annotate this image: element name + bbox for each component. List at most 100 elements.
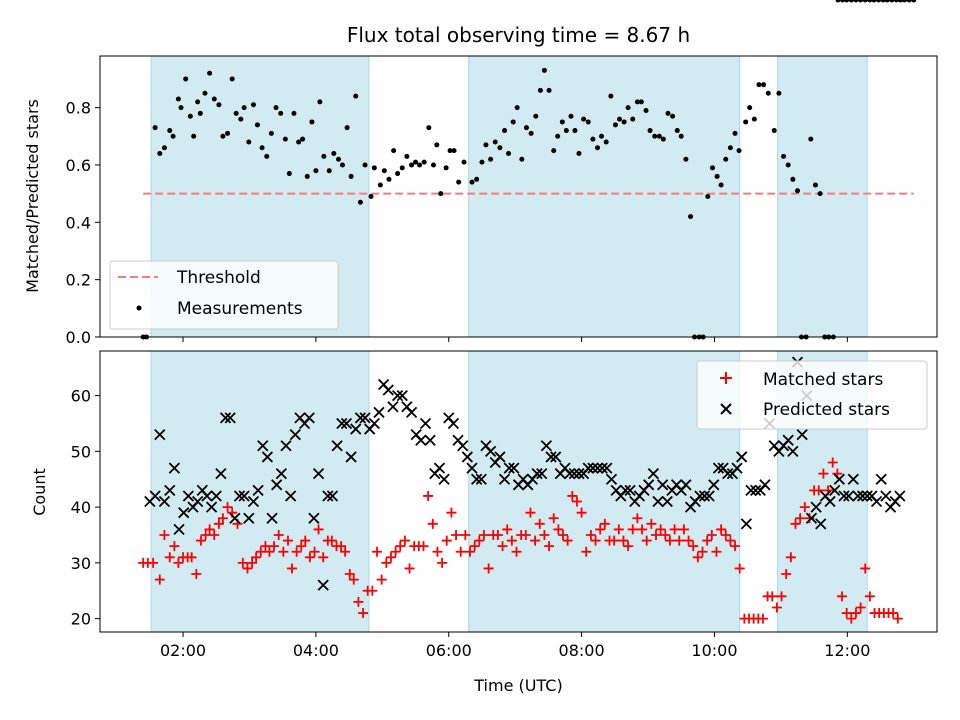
measurement-point xyxy=(638,99,644,105)
measurement-point xyxy=(853,0,859,3)
measurement-point xyxy=(528,130,534,136)
predicted-star-point xyxy=(164,484,176,497)
matched-star-point xyxy=(706,529,717,540)
measurement-point xyxy=(197,110,203,116)
top-legend: Threshold Measurements xyxy=(109,260,339,330)
predicted-star-point xyxy=(703,490,715,502)
predicted-star-point xyxy=(336,417,348,430)
measurement-point xyxy=(506,150,512,156)
measurement-point xyxy=(880,0,886,3)
matched-star-point xyxy=(483,563,494,574)
predicted-star-point xyxy=(322,490,334,502)
measurement-point xyxy=(300,136,306,142)
matched-star-point xyxy=(795,513,806,524)
measurement-point xyxy=(321,153,327,159)
predicted-star-point xyxy=(550,451,562,463)
top-axes-frame xyxy=(99,55,938,338)
predicted-star-point xyxy=(494,451,506,463)
bottom-y-axis-label: Count xyxy=(30,468,49,516)
matched-star-point xyxy=(576,507,587,518)
matched-star-point xyxy=(247,557,258,568)
predicted-star-point xyxy=(415,434,427,446)
measurement-point xyxy=(674,128,680,134)
matched-star-point xyxy=(590,535,601,546)
measurement-point xyxy=(386,176,392,182)
measurement-point xyxy=(220,133,226,139)
matched-star-point xyxy=(446,507,457,518)
measurement-point xyxy=(808,136,814,142)
measurement-point xyxy=(268,130,274,136)
bottom-x-ticks: 02:00 04:00 06:00 08:00 10:00 12:00 xyxy=(160,632,870,660)
bottom-axes-frame xyxy=(99,350,938,633)
measurement-point xyxy=(911,0,917,3)
measurement-point xyxy=(167,128,173,134)
measurement-point xyxy=(296,139,302,145)
matched-star-point xyxy=(711,546,722,557)
measurement-point xyxy=(254,122,260,128)
predicted-star-point xyxy=(238,490,250,502)
top-y-tick-label: 0.2 xyxy=(66,271,91,290)
predicted-star-point xyxy=(591,462,604,474)
measurement-point xyxy=(812,182,818,188)
predicted-stars-points xyxy=(144,356,906,591)
measurement-point xyxy=(368,194,374,199)
bottom-panel: 20 30 40 50 60 02:00 04:00 06:00 08:00 10:00 12:0… xyxy=(30,350,938,695)
predicted-star-point xyxy=(601,462,613,474)
legend-measurements-label: Measurements xyxy=(177,299,303,319)
legend-measurement-swatch xyxy=(136,305,142,311)
predicted-star-point xyxy=(829,484,841,497)
predicted-star-point xyxy=(847,473,859,485)
matched-star-point xyxy=(678,524,689,535)
measurement-point xyxy=(313,168,319,174)
measurement-point xyxy=(286,171,292,177)
predicted-star-point xyxy=(243,512,255,524)
measurement-point xyxy=(743,119,749,125)
measurement-point xyxy=(678,133,684,139)
measurement-point xyxy=(876,0,882,3)
matched-star-point xyxy=(217,513,228,524)
predicted-star-point xyxy=(619,484,632,497)
predicted-star-point xyxy=(875,473,887,485)
predicted-star-point xyxy=(345,451,357,463)
matched-star-point xyxy=(348,574,359,585)
measurement-point xyxy=(438,191,444,197)
measurement-point xyxy=(241,105,247,111)
measurement-point xyxy=(250,102,256,108)
matched-star-point xyxy=(664,535,675,546)
measurement-point xyxy=(357,199,363,205)
predicted-star-point xyxy=(894,490,906,502)
predicted-star-point xyxy=(540,440,553,452)
predicted-star-point xyxy=(308,512,320,524)
measurement-point xyxy=(559,119,565,125)
predicted-star-point xyxy=(396,389,408,402)
predicted-star-point xyxy=(261,451,274,463)
top-observing-window xyxy=(468,55,741,338)
measurement-point xyxy=(603,139,609,145)
bottom-x-tick-label: 02:00 xyxy=(160,641,206,660)
predicted-star-point xyxy=(201,490,213,502)
top-y-tick-label: 0.0 xyxy=(66,328,91,347)
matched-star-point xyxy=(390,546,401,557)
measurement-point xyxy=(371,165,377,171)
matched-star-point xyxy=(771,602,782,613)
matched-star-point xyxy=(544,541,555,552)
measurement-point xyxy=(781,153,787,159)
measurement-point xyxy=(461,159,467,165)
predicted-star-point xyxy=(564,468,576,480)
matched-star-point xyxy=(427,518,438,529)
measurement-point xyxy=(576,150,582,156)
measurement-point xyxy=(862,0,868,3)
measurement-point xyxy=(840,0,846,3)
measurement-point xyxy=(683,156,689,162)
predicted-star-point xyxy=(233,490,246,502)
matched-star-point xyxy=(837,591,848,602)
predicted-star-point xyxy=(224,412,236,424)
measurement-point xyxy=(391,148,397,154)
predicted-star-point xyxy=(843,490,855,502)
measurement-point xyxy=(178,105,184,111)
matched-star-point xyxy=(734,563,745,574)
predicted-star-point xyxy=(168,462,181,474)
matched-star-point xyxy=(799,502,810,513)
matched-star-point xyxy=(304,552,315,563)
matched-star-point xyxy=(195,535,206,546)
